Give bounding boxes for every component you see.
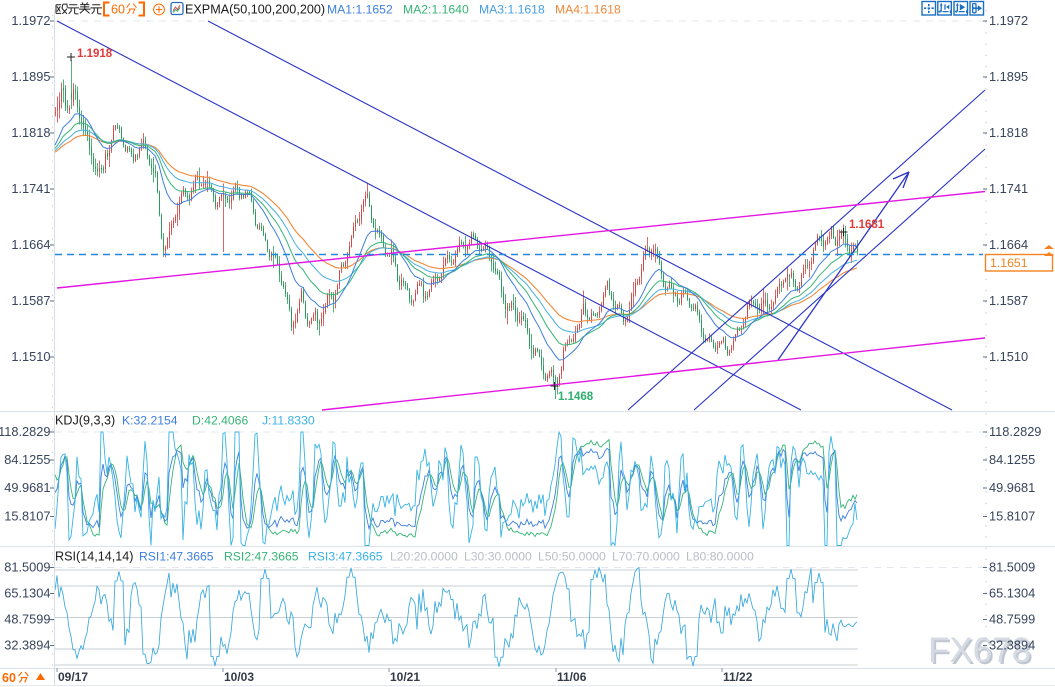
svg-text:49.9681: 49.9681 (989, 480, 1035, 495)
svg-text:1.1895: 1.1895 (989, 69, 1028, 84)
svg-text:49.9681: 49.9681 (4, 480, 50, 495)
svg-text:D:42.4066: D:42.4066 (192, 414, 248, 428)
svg-text:J:11.8330: J:11.8330 (262, 414, 315, 428)
svg-text:32.3894: 32.3894 (989, 638, 1035, 653)
svg-text:1.1918: 1.1918 (77, 48, 113, 60)
svg-text:1.1741: 1.1741 (989, 181, 1028, 196)
svg-text:K:32.2154: K:32.2154 (122, 414, 178, 428)
svg-text:1.1818: 1.1818 (11, 125, 50, 140)
svg-text:15.8107: 15.8107 (4, 509, 50, 524)
svg-text:1.1587: 1.1587 (11, 293, 50, 308)
svg-text:09/17: 09/17 (58, 670, 88, 684)
svg-text:65.1304: 65.1304 (4, 586, 50, 601)
svg-text:65.1304: 65.1304 (989, 586, 1035, 601)
svg-text:MA4:1.1618: MA4:1.1618 (555, 3, 621, 17)
svg-text:1.1818: 1.1818 (989, 125, 1028, 140)
svg-text:KDJ(9,3,3): KDJ(9,3,3) (55, 414, 115, 428)
svg-text:81.5009: 81.5009 (989, 560, 1035, 575)
svg-text:L50:50.0000: L50:50.0000 (538, 550, 606, 564)
svg-text:MA1:1.1652: MA1:1.1652 (327, 3, 393, 17)
svg-text:48.7599: 48.7599 (989, 612, 1035, 627)
svg-text:15.8107: 15.8107 (989, 509, 1035, 524)
svg-text:MA3:1.1618: MA3:1.1618 (479, 3, 545, 17)
svg-text:118.2829: 118.2829 (989, 424, 1041, 439)
svg-text:84.1255: 84.1255 (4, 452, 50, 467)
svg-text:1.1895: 1.1895 (11, 69, 50, 84)
svg-text:1.1587: 1.1587 (989, 293, 1028, 308)
svg-text:11/22: 11/22 (723, 670, 753, 684)
svg-text:MA2:1.1640: MA2:1.1640 (403, 3, 469, 17)
svg-text:1.1664: 1.1664 (989, 237, 1028, 252)
svg-text:RSI1:47.3665: RSI1:47.3665 (139, 550, 214, 564)
svg-text:1.1510: 1.1510 (11, 349, 50, 364)
svg-text:32.3894: 32.3894 (4, 638, 50, 653)
svg-text:118.2829: 118.2829 (0, 424, 51, 439)
svg-text:1.1510: 1.1510 (989, 349, 1028, 364)
svg-text:10/03: 10/03 (224, 670, 254, 684)
svg-text:1.1741: 1.1741 (11, 181, 50, 196)
svg-text:48.7599: 48.7599 (4, 612, 50, 627)
svg-text:84.1255: 84.1255 (989, 452, 1035, 467)
svg-text:RSI(14,14,14): RSI(14,14,14) (55, 550, 133, 564)
svg-text:60: 60 (2, 671, 16, 685)
svg-text:11/06: 11/06 (557, 670, 587, 684)
svg-text:1.1651: 1.1651 (990, 256, 1028, 270)
svg-text:1.1664: 1.1664 (11, 237, 50, 252)
svg-text:L80:80.0000: L80:80.0000 (686, 550, 754, 564)
svg-text:FX678: FX678 (928, 631, 1031, 670)
svg-text:EXPMA(50,100,200,200): EXPMA(50,100,200,200) (185, 3, 325, 17)
svg-text:RSI3:47.3665: RSI3:47.3665 (308, 550, 383, 564)
svg-text:L70:70.0000: L70:70.0000 (612, 550, 680, 564)
svg-text:60: 60 (111, 3, 125, 17)
svg-text:L20:20.0000: L20:20.0000 (390, 550, 458, 564)
svg-text:1.1972: 1.1972 (11, 13, 50, 28)
svg-text:L30:30.0000: L30:30.0000 (464, 550, 532, 564)
svg-text:10/21: 10/21 (390, 670, 420, 684)
svg-text:RSI2:47.3665: RSI2:47.3665 (224, 550, 299, 564)
svg-text:1.1468: 1.1468 (558, 391, 594, 403)
svg-text:FX678: FX678 (930, 633, 1033, 672)
svg-text:1.1681: 1.1681 (849, 219, 885, 231)
svg-text:81.5009: 81.5009 (4, 560, 50, 575)
svg-text:1.1972: 1.1972 (989, 13, 1028, 28)
